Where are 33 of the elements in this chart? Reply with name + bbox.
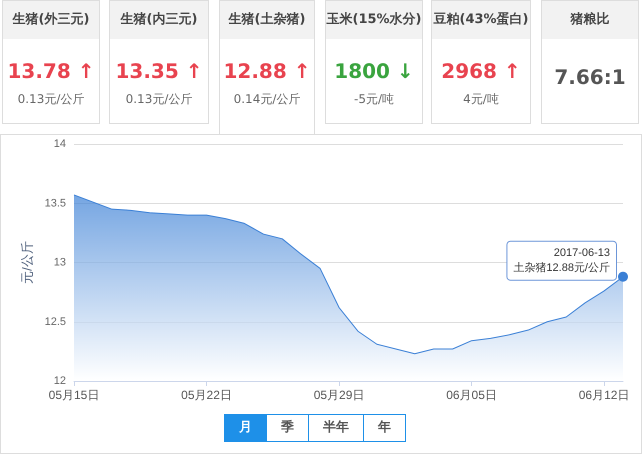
text: 生猪(土杂猪) (220, 1, 314, 39)
x-tick-label: 06月12日 (578, 388, 630, 402)
y-tick-label: 14 (54, 138, 66, 150)
text: 豆粕(43%蛋白) (432, 1, 530, 39)
x-tick-label: 05月22日 (181, 388, 232, 402)
y-tick-label: 13 (54, 256, 66, 268)
text: 半年 (308, 414, 364, 442)
y-tick-label: 12.5 (44, 316, 66, 328)
y-axis-title: 元/公斤 (20, 241, 35, 284)
text: 月 (224, 414, 267, 442)
text: 0.13元/公斤 (16, 91, 86, 108)
text: 4元/吨 (462, 91, 500, 108)
text: 玉米(15%水分) (326, 1, 422, 39)
annotation: 2017-06-13 土杂猪12.88元/公斤 (513, 247, 610, 274)
text: 0.13元/公斤 (124, 91, 194, 108)
text: 7.66:1 (553, 65, 627, 89)
text: 13.78 ↑ (6, 59, 96, 83)
text: 12.88 ↑ (222, 59, 312, 83)
text: -5元/吨 (352, 91, 395, 108)
text: 生猪(内三元) (110, 1, 208, 39)
y-tick-label: 13.5 (44, 197, 66, 210)
x-tick-label: 05月15日 (48, 388, 100, 402)
text: 2968 ↑ (440, 59, 522, 83)
text: 1800 ↓ (333, 59, 415, 83)
x-tick-label: 06月05日 (446, 388, 497, 402)
text: 0.14元/公斤 (232, 91, 302, 108)
text: 生猪(外三元) (3, 1, 99, 39)
text: 13.35 ↑ (114, 59, 204, 83)
text: 猪粮比 (542, 1, 638, 39)
y-tick-label: 12 (54, 375, 66, 387)
text: 季 (266, 414, 309, 442)
text: 年 (363, 414, 406, 442)
x-tick-label: 05月29日 (314, 388, 364, 402)
